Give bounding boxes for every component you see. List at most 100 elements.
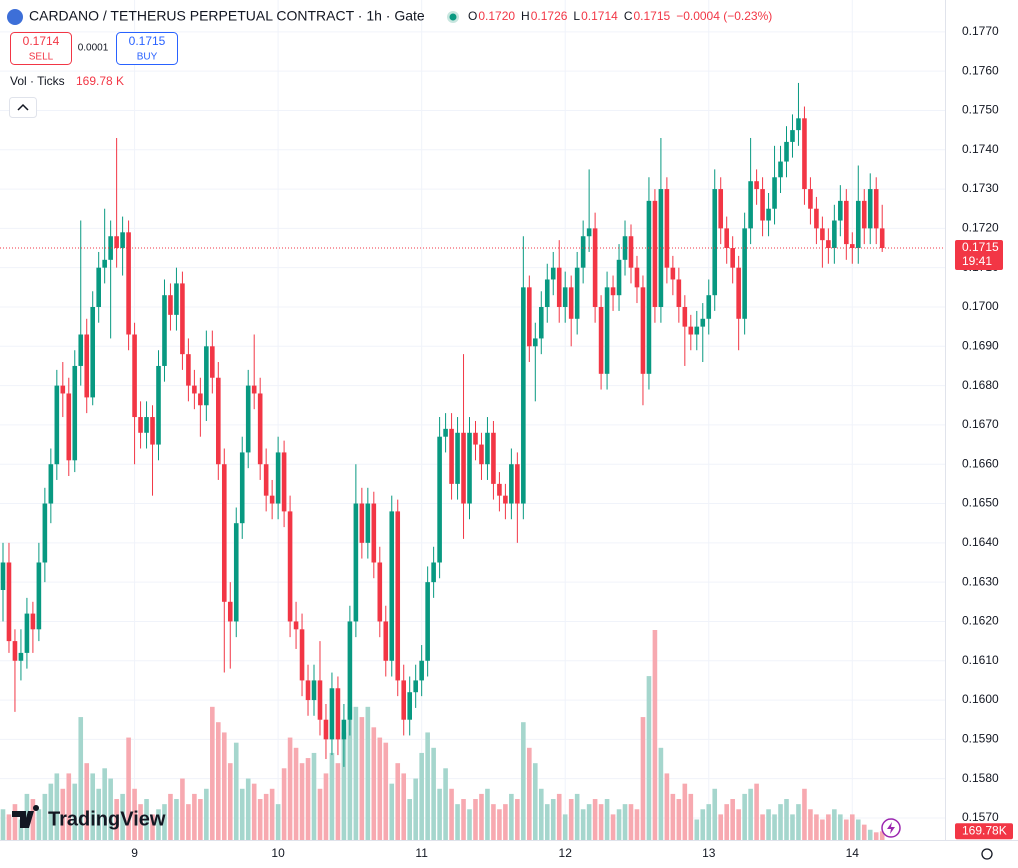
volume-bar xyxy=(533,763,538,840)
volume-bar xyxy=(527,747,532,840)
volume-bar xyxy=(730,799,735,840)
candle-body xyxy=(114,236,119,249)
candle-body xyxy=(748,181,753,229)
volume-bar xyxy=(455,804,460,840)
volume-bar xyxy=(251,783,257,840)
candle-body xyxy=(503,495,508,504)
candle-body xyxy=(239,452,245,524)
sell-button[interactable] xyxy=(10,32,72,65)
candle-body xyxy=(335,688,341,740)
y-tick-label: 0.1630 xyxy=(962,574,999,588)
volume-bar xyxy=(814,814,819,840)
volume-bar xyxy=(293,747,299,840)
volume-bar xyxy=(227,763,233,840)
candle-body xyxy=(832,220,837,249)
volume-bar xyxy=(239,788,245,840)
candle-body xyxy=(359,503,365,543)
volume-bar xyxy=(317,788,323,840)
volume-bar xyxy=(371,727,377,840)
candle-body xyxy=(72,365,78,461)
candle-body xyxy=(826,240,831,249)
collapse-button[interactable] xyxy=(9,97,37,118)
candle-body xyxy=(598,306,604,374)
x-tick-label: 10 xyxy=(271,846,285,860)
volume-bar xyxy=(48,783,54,840)
volume-bar xyxy=(652,630,658,840)
volume-bar xyxy=(407,799,412,840)
candle-body xyxy=(18,652,24,661)
candle-body xyxy=(610,287,616,296)
candle-body xyxy=(42,503,48,563)
volume-bar xyxy=(120,793,125,840)
volume-bar xyxy=(216,722,221,840)
volume-bar xyxy=(233,742,239,840)
volume-bar xyxy=(688,793,694,840)
candle-body xyxy=(562,287,568,307)
volume-bar xyxy=(873,832,879,840)
ohlc-value: 0.1726 xyxy=(531,9,568,23)
volume-bar xyxy=(562,814,568,840)
candle-body xyxy=(78,334,84,366)
volume-bar xyxy=(640,717,646,840)
volume-bar xyxy=(281,768,287,840)
volume-bar xyxy=(353,706,359,840)
y-tick-label: 0.1770 xyxy=(962,24,999,38)
candle-body xyxy=(873,189,879,229)
candle-body xyxy=(144,417,149,433)
candle-body xyxy=(628,236,634,268)
candle-body xyxy=(395,511,401,681)
volume-bar xyxy=(162,804,167,840)
candle-body xyxy=(730,248,735,268)
candle-body xyxy=(485,432,490,465)
last-volume-label: 169.78K xyxy=(962,823,1007,837)
candle-body xyxy=(544,279,550,307)
volume-bar xyxy=(503,804,508,840)
ohlc-label: H xyxy=(521,9,530,23)
candle-body xyxy=(383,621,389,661)
candle-body xyxy=(760,189,765,221)
volume-bar xyxy=(305,758,311,840)
y-tick-label: 0.1700 xyxy=(962,299,999,313)
volume-bar xyxy=(604,799,610,840)
candle-body xyxy=(473,432,478,445)
candle-body xyxy=(616,259,622,296)
volume-bar xyxy=(844,819,849,840)
candle-body xyxy=(849,244,855,249)
candle-body xyxy=(533,338,538,347)
candle-body xyxy=(192,385,197,394)
candle-body xyxy=(580,236,586,268)
candle-body xyxy=(156,365,161,445)
candle-body xyxy=(706,295,712,319)
volume-bar xyxy=(365,706,371,840)
volume-bar xyxy=(760,814,765,840)
volume-bar xyxy=(377,737,383,840)
volume-bar xyxy=(467,809,472,840)
volume-bar xyxy=(622,804,628,840)
volume-bar xyxy=(628,804,634,840)
y-tick-label: 0.1670 xyxy=(962,417,999,431)
candle-body xyxy=(96,267,101,307)
volume-bar xyxy=(341,732,347,840)
candle-body xyxy=(802,118,807,190)
candle-body xyxy=(724,228,729,249)
volume-bar xyxy=(269,788,275,840)
buy-button[interactable] xyxy=(116,32,178,65)
candle-body xyxy=(592,228,598,307)
buy-label: BUY xyxy=(137,52,158,63)
sell-price: 0.1714 xyxy=(23,34,60,48)
volume-bar xyxy=(431,747,436,840)
candle-body xyxy=(814,208,819,229)
x-tick-label: 14 xyxy=(846,846,860,860)
y-tick-label: 0.1660 xyxy=(962,456,999,470)
y-tick-label: 0.1570 xyxy=(962,810,999,824)
x-tick-label: 13 xyxy=(702,846,716,860)
candle-body xyxy=(204,346,209,406)
x-tick-label: 12 xyxy=(559,846,573,860)
settings-button[interactable] xyxy=(981,848,993,860)
volume-bar xyxy=(754,783,759,840)
volume-bar xyxy=(449,788,454,840)
volume-bar xyxy=(838,814,843,840)
ohlc-value: 0.1720 xyxy=(478,9,515,23)
y-tick-label: 0.1750 xyxy=(962,103,999,117)
candle-body xyxy=(712,189,718,296)
